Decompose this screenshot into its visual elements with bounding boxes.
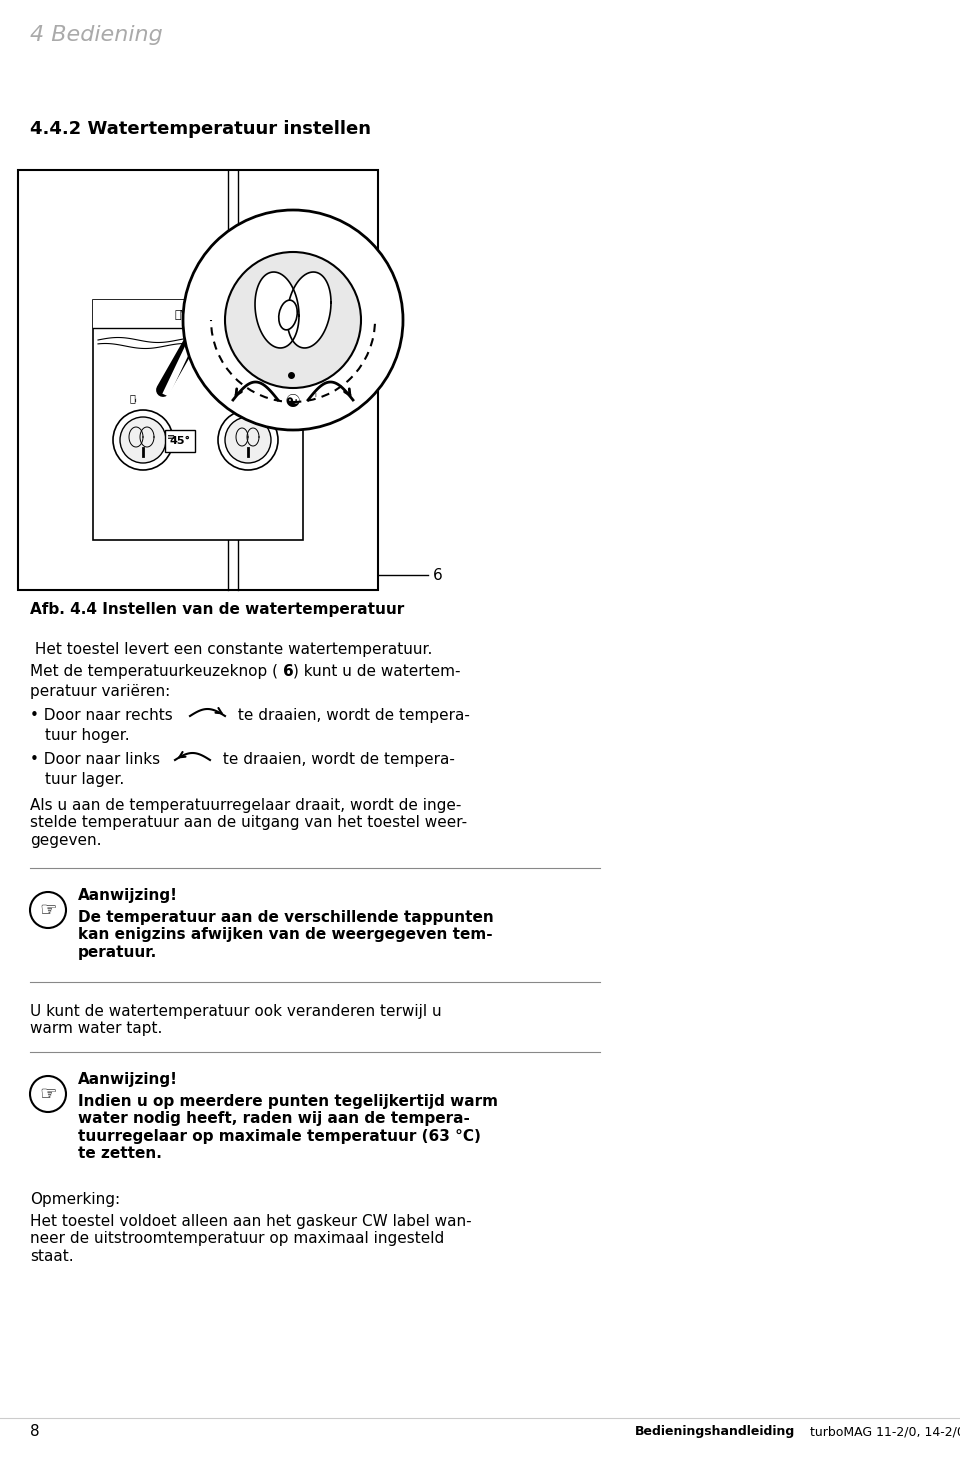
Text: • Door naar rechts: • Door naar rechts [30,708,173,723]
Bar [93,299,303,540]
Circle shape [30,892,66,929]
Text: Het toestel voldoet alleen aan het gaskeur CW label wan-
neer de uitstroomtemper: Het toestel voldoet alleen aan het gaske… [30,1215,471,1264]
Text: Aanwijzing!: Aanwijzing! [78,888,178,902]
Ellipse shape [278,301,298,330]
Bar [93,299,303,328]
Circle shape [218,410,278,470]
Text: Aanwijzing!: Aanwijzing! [78,1072,178,1088]
Text: 0  1: 0 1 [233,393,252,403]
Text: ᴵ: ᴵ [314,393,316,403]
Text: Als u aan de temperatuurregelaar draait, wordt de inge-
stelde temperatuur aan d: Als u aan de temperatuurregelaar draait,… [30,799,468,848]
Polygon shape [287,272,331,347]
Circle shape [225,253,361,388]
Text: U kunt de watertemperatuur ook veranderen terwijl u
warm water tapt.: U kunt de watertemperatuur ook verandere… [30,1004,442,1037]
Text: 45°: 45° [169,437,191,445]
Circle shape [30,1076,66,1113]
Text: ☞: ☞ [39,901,57,920]
Text: 4 Bediening: 4 Bediening [30,25,163,45]
Text: ) kunt u de watertem-: ) kunt u de watertem- [293,664,461,679]
Text: 4.4.2 Watertemperatuur instellen: 4.4.2 Watertemperatuur instellen [30,120,371,139]
Text: 8: 8 [30,1425,39,1440]
Circle shape [120,418,166,463]
Circle shape [183,210,403,431]
Text: ☯: ☯ [285,393,301,412]
Polygon shape [255,272,299,347]
Wedge shape [203,231,383,320]
Text: ≡: ≡ [167,432,175,442]
Text: Bedieningshandleiding: Bedieningshandleiding [635,1425,795,1438]
Text: turboMAG 11-2/0, 14-2/0 en 17-2/0: turboMAG 11-2/0, 14-2/0 en 17-2/0 [810,1425,960,1438]
Text: peratuur variëren:: peratuur variëren: [30,683,170,699]
Text: Met de temperatuurkeuzeknop (: Met de temperatuurkeuzeknop ( [30,664,278,679]
Text: ⓥVaillanᵗ: ⓥVaillanᵗ [175,310,222,318]
Text: 6: 6 [433,568,443,583]
Text: tuur lager.: tuur lager. [45,772,124,787]
Bar [165,431,195,453]
Text: De temperatuur aan de verschillende tappunten
kan enigzins afwijken van de weerg: De temperatuur aan de verschillende tapp… [78,910,493,959]
Circle shape [113,410,173,470]
Text: ⦁ᵢ: ⦁ᵢ [130,393,137,403]
Text: ☞: ☞ [39,1085,57,1104]
Text: Afb. 4.4 Instellen van de watertemperatuur: Afb. 4.4 Instellen van de watertemperatu… [30,602,404,618]
Text: te draaien, wordt de tempera-: te draaien, wordt de tempera- [233,708,469,723]
Text: tuur hoger.: tuur hoger. [45,729,130,743]
Text: Opmerking:: Opmerking: [30,1191,120,1207]
Bar [18,169,378,590]
Circle shape [225,418,271,463]
Text: te draaien, wordt de tempera-: te draaien, wordt de tempera- [218,752,455,766]
Text: Het toestel levert een constante watertemperatuur.: Het toestel levert een constante waterte… [30,642,432,657]
Text: Indien u op meerdere punten tegelijkertijd warm
water nodig heeft, raden wij aan: Indien u op meerdere punten tegelijkerti… [78,1094,498,1161]
Text: 6: 6 [283,664,294,679]
Text: • Door naar links: • Door naar links [30,752,160,766]
